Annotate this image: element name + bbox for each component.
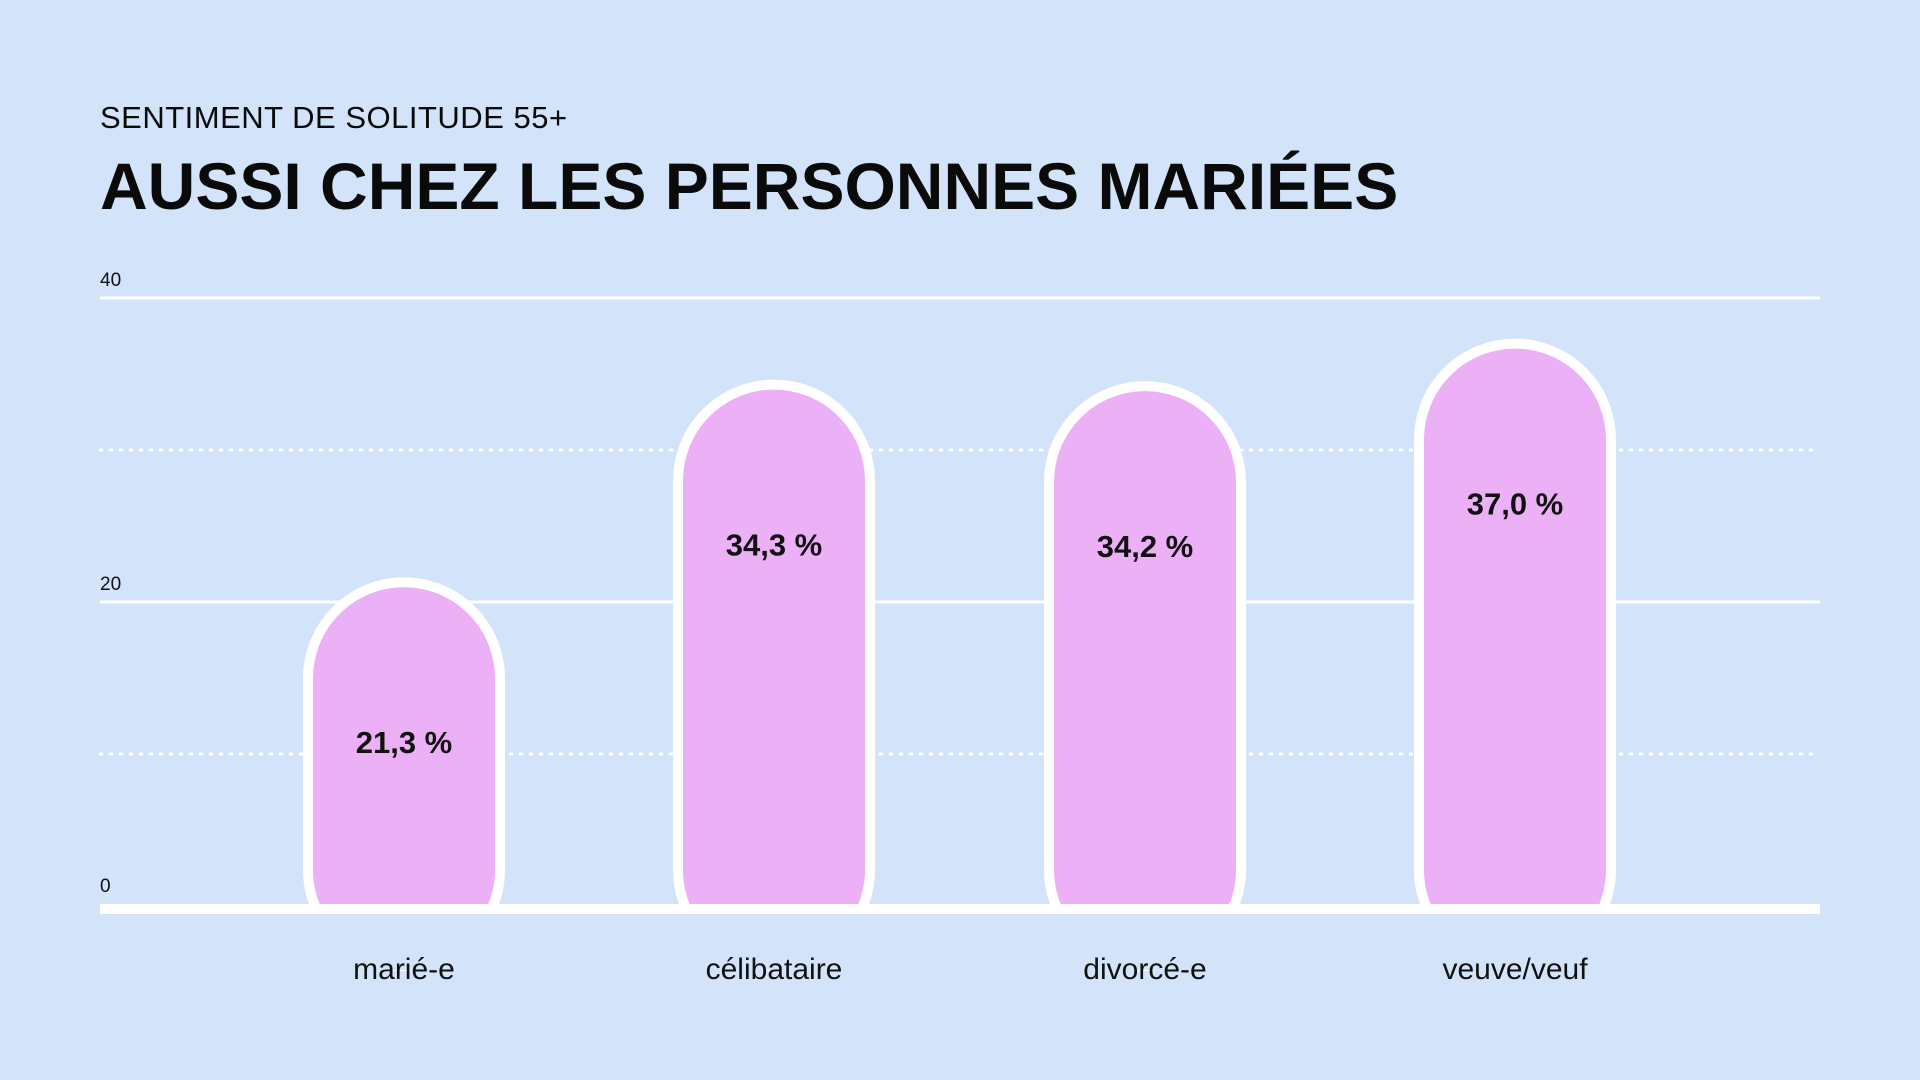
y-tick-label-0: 0 — [100, 876, 111, 897]
bar-value-label-3: 37,0 % — [1467, 487, 1564, 522]
x-axis-line — [100, 904, 1820, 914]
y-tick-label-20: 20 — [100, 574, 121, 595]
bar-3 — [1414, 338, 1616, 972]
bar-2 — [1044, 381, 1246, 972]
x-category-label-3: veuve/veuf — [1442, 953, 1588, 986]
chart-title: AUSSI CHEZ LES PERSONNES MARIÉES — [100, 149, 1399, 223]
x-category-label-1: célibataire — [706, 953, 843, 986]
value-labels: 21,3 % 34,3 % 34,2 % 37,0 % — [356, 487, 1564, 761]
x-axis-categories: marié-e célibataire divorcé-e veuve/veuf — [353, 953, 1588, 986]
x-category-label-0: marié-e — [353, 953, 455, 986]
bars — [303, 338, 1616, 972]
bar-value-label-0: 21,3 % — [356, 725, 453, 760]
y-tick-label-40: 40 — [100, 270, 121, 291]
chart-subtitle: SENTIMENT DE SOLITUDE 55+ — [100, 100, 568, 135]
bar-1 — [673, 379, 875, 971]
bar-value-label-2: 34,2 % — [1097, 529, 1194, 564]
bar-value-label-1: 34,3 % — [726, 528, 823, 563]
x-axis-baseline — [0, 904, 1920, 970]
y-axis-ticks: 0 20 40 — [100, 270, 121, 897]
baseline-mask — [0, 910, 1920, 970]
x-category-label-2: divorcé-e — [1083, 953, 1206, 986]
